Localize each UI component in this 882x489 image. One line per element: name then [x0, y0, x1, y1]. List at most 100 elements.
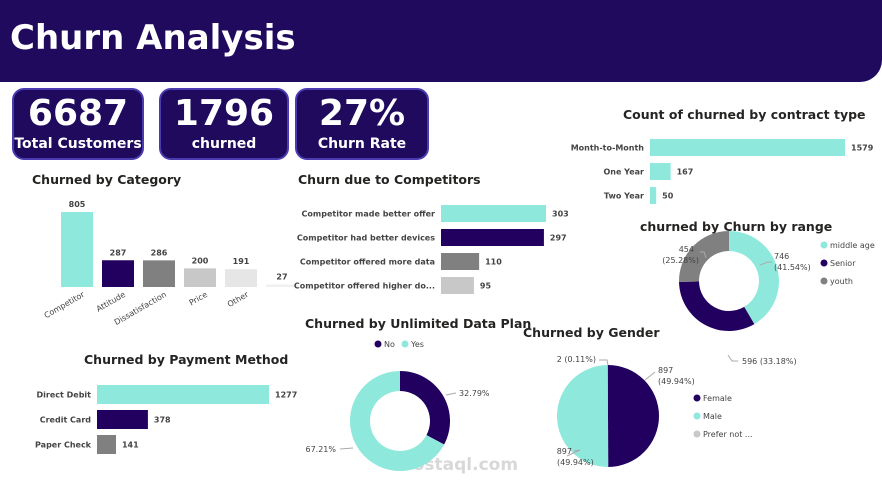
- contract-tick-label: Two Year: [604, 192, 644, 201]
- contract-bar: [650, 163, 671, 180]
- range-legend-label: youth: [830, 277, 853, 286]
- category-bar: [225, 269, 257, 287]
- gender-data-label: 897: [557, 447, 572, 456]
- leader-line: [339, 447, 354, 450]
- contract-bar: [650, 139, 845, 156]
- payment-tick-label: Credit Card: [40, 416, 92, 425]
- unlimited-data-label: 67.21%: [305, 445, 336, 454]
- competitors-bar: [441, 277, 474, 294]
- category-data-label: 287: [110, 248, 127, 257]
- range-legend-marker: [820, 259, 828, 267]
- category-bar: [61, 212, 93, 287]
- unlimited-chart-title: Churned by Unlimited Data Plan: [305, 316, 532, 331]
- category-tick-label: Attitude: [95, 290, 127, 314]
- competitors-bar: [441, 205, 546, 222]
- range-legend-label: middle age: [830, 241, 875, 250]
- category-bar: [266, 284, 298, 287]
- gender-legend-marker: [693, 412, 701, 420]
- category-data-label: 805: [69, 200, 86, 209]
- kpi-label: Total Customers: [14, 136, 142, 152]
- leader-line: [759, 261, 772, 266]
- kpi-label: Churn Rate: [317, 136, 407, 152]
- kpi-churn-rate: 27% Churn Rate: [295, 88, 429, 160]
- range-chart-title: churned by Churn by range: [640, 219, 833, 234]
- payment-data-label: 378: [154, 416, 171, 425]
- category-data-label: 286: [151, 248, 168, 257]
- gender-slice: [608, 365, 660, 467]
- gender-chart-title: Churned by Gender: [523, 325, 660, 340]
- gender-legend-label: Prefer not ...: [703, 430, 753, 439]
- payment-bar: [97, 435, 116, 454]
- competitors-bar: [441, 253, 480, 270]
- unlimited-legend-label: Yes: [410, 340, 424, 349]
- kpi-value: 27%: [318, 93, 406, 134]
- unlimited-legend-marker: [374, 340, 382, 348]
- range-legend-marker: [820, 241, 828, 249]
- competitors-data-label: 303: [552, 210, 569, 219]
- gender-legend-marker: [693, 394, 701, 402]
- category-tick-label: Competitor: [43, 290, 87, 321]
- category-bar: [102, 260, 134, 287]
- unlimited-data-label: 32.79%: [459, 389, 490, 398]
- range-data-label: 454: [679, 245, 694, 254]
- range-slice: [679, 281, 755, 332]
- contract-data-label: 50: [662, 192, 674, 201]
- contract-chart-title: Count of churned by contract type: [623, 107, 866, 122]
- category-data-label: 200: [192, 256, 209, 265]
- competitors-chart-title: Churn due to Competitors: [298, 172, 481, 187]
- kpi-value: 6687: [27, 93, 129, 134]
- leader-line: [599, 359, 609, 366]
- gender-slice: [556, 365, 609, 468]
- kpi-churned: 1796 churned: [159, 88, 289, 160]
- header-banner: Churn Analysis: [0, 0, 882, 82]
- unlimited-legend-marker: [401, 340, 409, 348]
- category-bar: [184, 268, 216, 287]
- unlimited-legend-label: No: [384, 340, 395, 349]
- page-title: Churn Analysis: [10, 18, 296, 58]
- range-slice: [729, 231, 780, 325]
- payment-chart-title: Churned by Payment Method: [84, 352, 289, 367]
- gender-data-label: 2 (0.11%): [557, 355, 596, 364]
- leader-line: [700, 251, 707, 259]
- range-data-label: 746: [774, 252, 789, 261]
- gender-legend-label: Female: [703, 394, 732, 403]
- kpi-value: 1796: [173, 93, 275, 134]
- leader-line: [644, 371, 656, 381]
- competitors-tick-label: Competitor offered more data: [300, 258, 435, 267]
- unlimited-slice: [400, 370, 450, 445]
- payment-data-label: 1277: [275, 391, 297, 400]
- category-bar: [143, 260, 175, 287]
- range-legend-label: Senior: [830, 259, 856, 268]
- competitors-data-label: 297: [550, 234, 567, 243]
- competitors-bar: [441, 229, 544, 246]
- category-tick-label: Price: [188, 290, 209, 308]
- unlimited-slice: [350, 371, 445, 471]
- range-data-label: 596 (33.18%): [742, 357, 797, 366]
- payment-tick-label: Direct Debit: [37, 391, 92, 400]
- category-data-label: 27: [276, 272, 287, 281]
- range-data-label: (41.54%): [774, 263, 811, 272]
- competitors-tick-label: Competitor made better offer: [302, 210, 436, 219]
- contract-data-label: 1579: [851, 144, 874, 153]
- payment-data-label: 141: [122, 441, 139, 450]
- payment-tick-label: Paper Check: [35, 441, 92, 450]
- competitors-data-label: 95: [480, 282, 492, 291]
- payment-bar: [97, 410, 148, 429]
- range-slice: [679, 231, 729, 282]
- contract-tick-label: One Year: [603, 168, 644, 177]
- gender-data-label: (49.94%): [557, 458, 594, 467]
- gender-data-label: 897: [658, 366, 673, 375]
- gender-data-label: (49.94%): [658, 377, 695, 386]
- category-chart-title: Churned by Category: [32, 172, 182, 187]
- range-data-label: (25.28%): [662, 256, 699, 265]
- competitors-tick-label: Competitor offered higher do...: [294, 282, 435, 291]
- kpi-label: churned: [191, 136, 257, 152]
- competitors-tick-label: Competitor had better devices: [297, 234, 435, 243]
- gender-legend-label: Male: [703, 412, 722, 421]
- kpi-total-customers: 6687 Total Customers: [12, 88, 144, 160]
- gender-legend-marker: [693, 430, 701, 438]
- category-data-label: 191: [233, 257, 250, 266]
- contract-tick-label: Month-to-Month: [571, 144, 645, 153]
- contract-bar: [650, 187, 657, 204]
